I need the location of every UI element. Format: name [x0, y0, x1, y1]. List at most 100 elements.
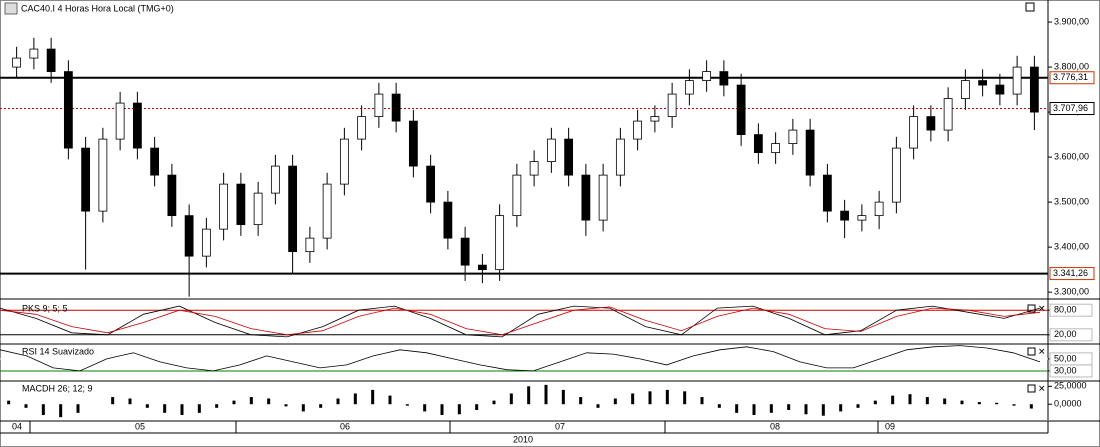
histogram-bar [613, 398, 617, 405]
histogram-bar [111, 397, 115, 405]
y-tick-box [1049, 364, 1093, 378]
histogram-bar [475, 404, 479, 410]
candle-body [219, 183, 229, 230]
candle-body [46, 48, 56, 72]
panel-maximize[interactable] [1027, 304, 1036, 313]
time-label: 04 [12, 421, 22, 431]
candle-body [960, 80, 970, 99]
indicator-line [0, 305, 1041, 338]
histogram-bar [769, 404, 773, 413]
histogram-bar [180, 404, 184, 415]
panel-maximize[interactable] [1027, 347, 1036, 356]
histogram-bar [249, 397, 253, 405]
level-box [1049, 267, 1095, 281]
panel-title: PKS 9; 5; 5 [22, 303, 68, 313]
candle-body [978, 80, 988, 86]
candle-body [926, 116, 936, 131]
histogram-bar [353, 393, 357, 405]
histogram-bar [128, 398, 132, 405]
y-tick-label: 20,00 [1054, 329, 1077, 339]
candle-body [201, 228, 211, 257]
time-label: 09 [885, 421, 895, 431]
histogram-bar [1012, 404, 1016, 406]
y-tick-box [1049, 303, 1093, 317]
level-box [1049, 102, 1095, 116]
histogram-bar [197, 404, 201, 413]
histogram-bar [388, 395, 392, 405]
candle-body [374, 93, 384, 117]
candle-body [753, 134, 763, 154]
histogram-bar [284, 404, 288, 407]
candle-body [581, 174, 591, 221]
candle-body [495, 215, 505, 271]
candle-body [1029, 66, 1039, 113]
panel-close: ✕ [1038, 303, 1046, 313]
y-tick-label: 3.400,00 [1054, 242, 1089, 252]
histogram-bar [925, 397, 929, 405]
time-label: 08 [770, 421, 780, 431]
candle-body [684, 80, 694, 95]
histogram-bar [665, 389, 669, 405]
histogram-bar [301, 404, 305, 412]
histogram-bar [596, 404, 600, 408]
candle-body [150, 147, 160, 176]
candle-body [546, 138, 556, 163]
histogram-bar [700, 397, 704, 405]
candle-body [477, 264, 487, 271]
histogram-bar [839, 404, 843, 412]
histogram-bar [804, 404, 808, 415]
histogram-bar [319, 404, 323, 408]
candle-body [460, 237, 470, 266]
candle-body [357, 116, 367, 140]
candle-body [322, 183, 332, 239]
histogram-bar [821, 404, 825, 416]
level-label: 3.776,31 [1053, 72, 1088, 82]
candle-body [288, 165, 298, 253]
candle-body [909, 116, 919, 149]
histogram-bar [579, 397, 583, 405]
panel-close: ✕ [1038, 346, 1046, 356]
histogram-bar [752, 404, 756, 415]
candle-body [650, 116, 660, 122]
candle-body [719, 71, 729, 86]
histogram-bar [509, 393, 513, 405]
y-tick-label: 3.900,00 [1054, 16, 1089, 26]
histogram-bar [423, 404, 427, 412]
y-tick-box [1049, 328, 1093, 342]
y-tick-label: 3.500,00 [1054, 196, 1089, 206]
histogram-bar [41, 404, 45, 415]
candle-body [12, 57, 22, 68]
candle-body [270, 165, 280, 194]
histogram-bar [457, 404, 461, 415]
candle-body [633, 120, 643, 140]
candle-body [339, 138, 349, 185]
histogram-bar [943, 398, 947, 405]
symbol-icon[interactable] [4, 2, 18, 15]
candle-body [995, 84, 1005, 95]
panel-maximize[interactable] [1027, 384, 1036, 393]
y-tick-label: 3.600,00 [1054, 151, 1089, 161]
histogram-bar [683, 391, 687, 405]
histogram-bar [631, 393, 635, 405]
histogram-bar [405, 404, 409, 406]
candle-body [443, 201, 453, 239]
maximize-button[interactable] [1025, 2, 1035, 12]
histogram-bar [163, 404, 167, 413]
histogram-bar [492, 400, 496, 405]
candle-body [771, 143, 781, 154]
year-label: 2010 [513, 434, 533, 444]
candle-body [29, 48, 39, 59]
histogram-bar [527, 386, 531, 405]
candle-body [81, 147, 91, 212]
level-label: 3.707,96 [1053, 103, 1088, 113]
candle-body [736, 84, 746, 135]
candle-body [891, 147, 901, 203]
histogram-bar [908, 394, 912, 405]
candle-body [598, 174, 608, 221]
candle-body [857, 215, 867, 221]
candle-body [305, 237, 315, 253]
indicator-line [0, 345, 1041, 372]
histogram-bar [371, 389, 375, 405]
candle-body [236, 183, 246, 226]
candle-body [426, 165, 436, 203]
